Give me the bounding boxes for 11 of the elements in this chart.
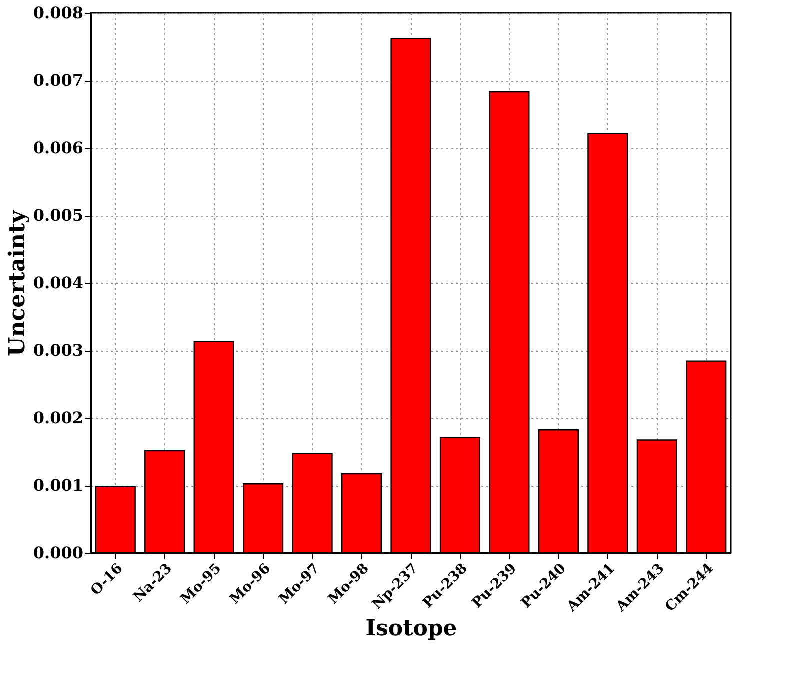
y-tick-label: 0.008 bbox=[33, 4, 84, 22]
y-axis-title: Uncertainty bbox=[4, 209, 30, 356]
y-tick-label: 0.001 bbox=[33, 476, 84, 495]
y-tick-label: 0.002 bbox=[33, 408, 84, 428]
y-tick-label: 0.004 bbox=[33, 274, 84, 292]
y-tick-label: 0.006 bbox=[33, 138, 84, 158]
y-tick-label: 0.003 bbox=[33, 341, 84, 360]
y-tick-label: 0.005 bbox=[33, 206, 84, 225]
x-axis-title: Isotope bbox=[366, 616, 458, 642]
y-tick-label: 0.007 bbox=[33, 71, 84, 90]
y-tick-label: 0.000 bbox=[33, 544, 84, 562]
